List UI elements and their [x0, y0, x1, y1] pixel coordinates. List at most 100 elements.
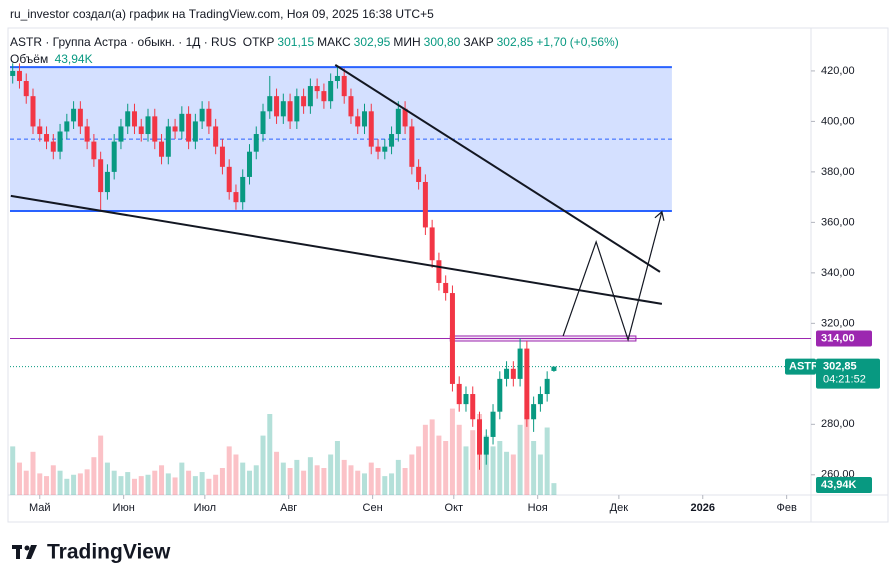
candle-body	[233, 192, 239, 203]
candle-body	[240, 176, 246, 203]
candle-body	[537, 394, 543, 405]
candle-body	[98, 159, 104, 193]
candle-body	[280, 101, 286, 117]
volume-bar	[159, 465, 165, 495]
candle-body	[274, 96, 280, 117]
candle-body	[361, 111, 367, 127]
candle-body	[84, 126, 90, 142]
volume-bar	[233, 454, 239, 495]
ohlc-legend: ASTR · Группа Астра · обыкн. · 1Д · RUS …	[10, 35, 622, 49]
x-tick-label: Авг	[280, 502, 297, 514]
volume-bar	[409, 454, 415, 495]
candle-body	[328, 81, 334, 102]
volume-bar	[118, 476, 124, 495]
candle-body	[483, 436, 489, 455]
volume-bar	[260, 435, 266, 495]
candle-body	[179, 113, 185, 132]
candle-body	[382, 146, 388, 152]
volume-bar	[490, 446, 496, 495]
change-pct: (+0,56%)	[569, 35, 619, 49]
y-tick-label: 280,00	[821, 418, 855, 430]
y-tick-label: 340,00	[821, 267, 855, 279]
candle-body	[334, 75, 340, 82]
volume-bar	[138, 476, 144, 495]
volume-bar	[348, 465, 354, 495]
volume-bar	[544, 427, 550, 495]
volume-bar	[551, 483, 557, 495]
volume-bar	[497, 441, 503, 495]
candle-body	[57, 131, 63, 152]
candle-body	[510, 368, 516, 379]
candle-body	[16, 70, 22, 82]
candle-body	[531, 404, 537, 420]
candle-body	[30, 96, 36, 127]
candle-body	[443, 282, 449, 294]
y-tick-label: 400,00	[821, 115, 855, 127]
volume-badge	[816, 477, 872, 493]
candle-body	[307, 86, 313, 107]
volume-bar	[524, 414, 530, 495]
x-tick-label: Ноя	[528, 502, 548, 514]
volume-bar	[463, 446, 469, 495]
volume-bar	[449, 408, 455, 495]
volume-bar	[91, 457, 97, 495]
candle-body	[125, 111, 131, 127]
projection-path	[562, 211, 663, 342]
volume-bar	[30, 451, 36, 495]
volume-bar	[57, 470, 63, 495]
volume-bar	[84, 469, 90, 495]
volume-bar	[10, 446, 16, 495]
candle-body	[199, 108, 205, 122]
candle-body	[37, 126, 43, 135]
candle-body	[389, 134, 395, 147]
candle-body	[246, 151, 252, 177]
volume-bar	[206, 478, 212, 495]
candle-body	[321, 91, 327, 102]
volume-bar	[280, 462, 286, 495]
level-badge	[816, 330, 872, 347]
candle-body	[253, 134, 259, 152]
symbol-badge-label: ASTR	[789, 361, 819, 373]
ohlc-value: 302,85	[496, 35, 534, 49]
ohlc-name: МАКС	[317, 35, 351, 49]
candle-body	[422, 181, 428, 228]
zone	[449, 335, 637, 342]
candle-body	[152, 116, 158, 142]
volume-bar	[192, 476, 198, 495]
volume-bar	[368, 462, 374, 495]
candle-body	[226, 166, 232, 193]
footer-brand: TradingView	[47, 541, 171, 564]
volume-bar	[429, 419, 435, 495]
y-tick-label: 320,00	[821, 317, 855, 329]
volume-badge-label: 43,94K	[821, 479, 857, 491]
x-tick-label: Июн	[113, 502, 135, 514]
attribution: ru_investor создал(а) график на TradingV…	[10, 7, 434, 21]
volume-bar	[186, 470, 192, 495]
volume-bar	[219, 468, 225, 495]
volume-bar	[287, 468, 293, 495]
volume-bar	[510, 454, 516, 495]
candle-body	[463, 394, 469, 405]
volume-bar	[77, 473, 83, 495]
logo-icon	[12, 545, 37, 559]
volume-bar	[307, 457, 313, 495]
candle-body	[517, 348, 523, 379]
volume-bar	[274, 451, 280, 495]
trend-line	[10, 194, 663, 305]
volume-bar	[246, 470, 252, 495]
y-tick-label: 380,00	[821, 166, 855, 178]
volume-bar	[483, 435, 489, 495]
candle-body	[449, 293, 455, 384]
volume-name: Объём	[10, 52, 49, 66]
volume-bar	[416, 446, 422, 495]
candle-body	[44, 134, 50, 142]
candle-body	[145, 116, 151, 135]
candle-body	[192, 121, 198, 142]
volume-bar	[125, 472, 131, 495]
ohlc-value: 301,15	[277, 35, 315, 49]
price-badge	[816, 358, 880, 389]
candle-body	[50, 141, 56, 152]
volume-bar	[165, 473, 171, 495]
